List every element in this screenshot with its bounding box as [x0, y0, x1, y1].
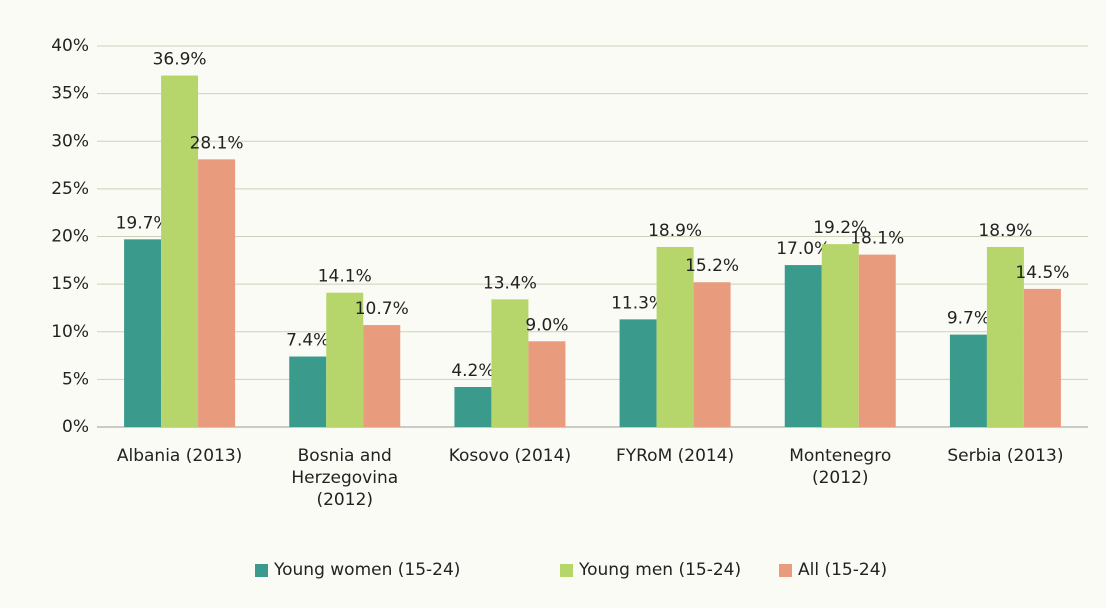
y-tick-label: 20% — [51, 227, 89, 247]
legend-item: Young women (15-24) — [255, 560, 460, 580]
bar — [124, 239, 162, 427]
bar — [619, 319, 657, 427]
legend-label: Young men (15-24) — [579, 560, 742, 580]
legend-item: All (15-24) — [779, 560, 887, 580]
y-tick-label: 40% — [51, 36, 89, 56]
x-tick-label: Montenegro (2012) — [789, 446, 892, 488]
y-tick-label: 0% — [62, 417, 89, 437]
bar — [693, 282, 731, 427]
y-tick-label: 30% — [51, 131, 89, 151]
data-label: 15.2% — [685, 256, 739, 276]
bar — [986, 246, 1024, 427]
x-tick-label: Kosovo (2014) — [448, 446, 572, 466]
bar — [161, 75, 199, 427]
data-label: 36.9% — [153, 50, 207, 70]
bar — [528, 341, 566, 427]
legend-swatch — [779, 563, 792, 577]
x-tick-label: Serbia (2013) — [947, 446, 1064, 466]
x-tick-label: Albania (2013) — [116, 446, 243, 466]
data-label: 14.1% — [318, 267, 372, 287]
bar — [363, 325, 401, 427]
data-label: 4.2% — [451, 361, 494, 381]
bar — [198, 159, 236, 427]
y-tick-label: 25% — [51, 179, 89, 199]
bar — [491, 299, 529, 427]
y-tick-label: 5% — [62, 369, 89, 389]
data-label: 28.1% — [190, 133, 244, 153]
bar — [858, 254, 896, 427]
x-tick-label: FYRoM (2014) — [615, 446, 735, 466]
data-label: 9.7% — [947, 309, 990, 329]
bar — [656, 246, 694, 427]
bar — [326, 292, 364, 427]
data-label: 14.5% — [1015, 263, 1069, 283]
legend-label: Young women (15-24) — [274, 560, 461, 580]
bar — [1023, 288, 1061, 427]
data-label: 18.1% — [850, 229, 904, 249]
x-tick-label: Bosnia and Herzegovina (2012) — [291, 446, 399, 510]
legend-item: Young men (15-24) — [560, 560, 741, 580]
bar — [821, 244, 859, 427]
legend-swatch — [255, 563, 268, 577]
legend-swatch — [560, 563, 573, 577]
data-label: 17.0% — [776, 239, 830, 259]
y-tick-label: 15% — [51, 274, 89, 294]
data-label: 11.3% — [611, 293, 665, 313]
data-label: 18.9% — [648, 221, 702, 241]
bar — [289, 356, 327, 427]
y-tick-label: 10% — [51, 322, 89, 342]
bar — [949, 334, 987, 427]
data-label: 19.2% — [813, 218, 867, 238]
data-label: 7.4% — [286, 331, 329, 351]
bar — [784, 265, 822, 427]
y-tick-label: 35% — [51, 84, 89, 104]
data-label: 19.7% — [116, 213, 170, 233]
legend-label: All (15-24) — [798, 560, 888, 580]
data-label: 10.7% — [355, 299, 409, 319]
data-label: 13.4% — [483, 273, 537, 293]
data-label: 18.9% — [978, 221, 1032, 241]
bar — [454, 386, 492, 427]
data-label: 9.0% — [525, 315, 568, 335]
